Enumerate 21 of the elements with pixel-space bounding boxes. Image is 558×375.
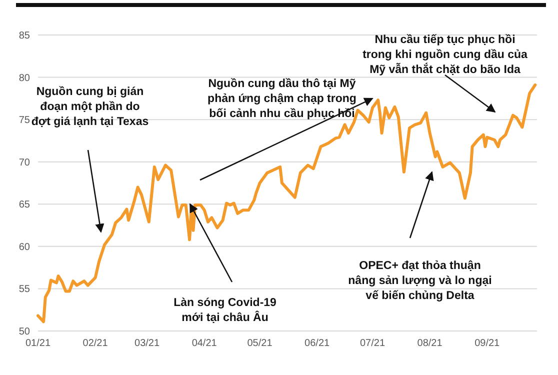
x-tick-label: 06/21	[304, 338, 330, 349]
y-tick-label: 75	[18, 115, 30, 126]
annotation: OPEC+ đạt thỏa thuận nâng sản lượng và lo ngại vế biến chủng Delta	[348, 260, 492, 302]
y-tick-label: 70	[18, 157, 30, 168]
x-tick-label: 02/21	[82, 338, 108, 349]
y-tick-label: 60	[18, 242, 30, 253]
x-tick-label: 08/21	[417, 338, 443, 349]
y-tick-label: 50	[18, 326, 30, 338]
x-tick-label: 04/21	[192, 338, 218, 349]
y-tick-label: 65	[18, 200, 30, 211]
y-tick-label: 55	[18, 284, 30, 296]
annotation: Nhu cầu tiếp tục phục hồi trong khi nguồn cung dầu của Mỹ vẫn thắt chặt do bão Ida	[362, 34, 528, 76]
annotation: Nguồn cung bị gián đoạn một phần do đợt giá lạnh tại Texas	[31, 86, 149, 128]
x-tick-label: 05/21	[247, 338, 273, 349]
annotation: Làn sóng Covid-19 mới tại châu Âu	[174, 297, 276, 324]
x-tick-label: 07/21	[360, 338, 386, 349]
x-tick-label: 09/21	[474, 338, 500, 349]
x-tick-label: 01/21	[25, 338, 51, 349]
x-tick-label: 03/21	[134, 338, 160, 349]
y-tick-label: 80	[18, 72, 30, 84]
y-tick-label: 85	[18, 30, 30, 42]
